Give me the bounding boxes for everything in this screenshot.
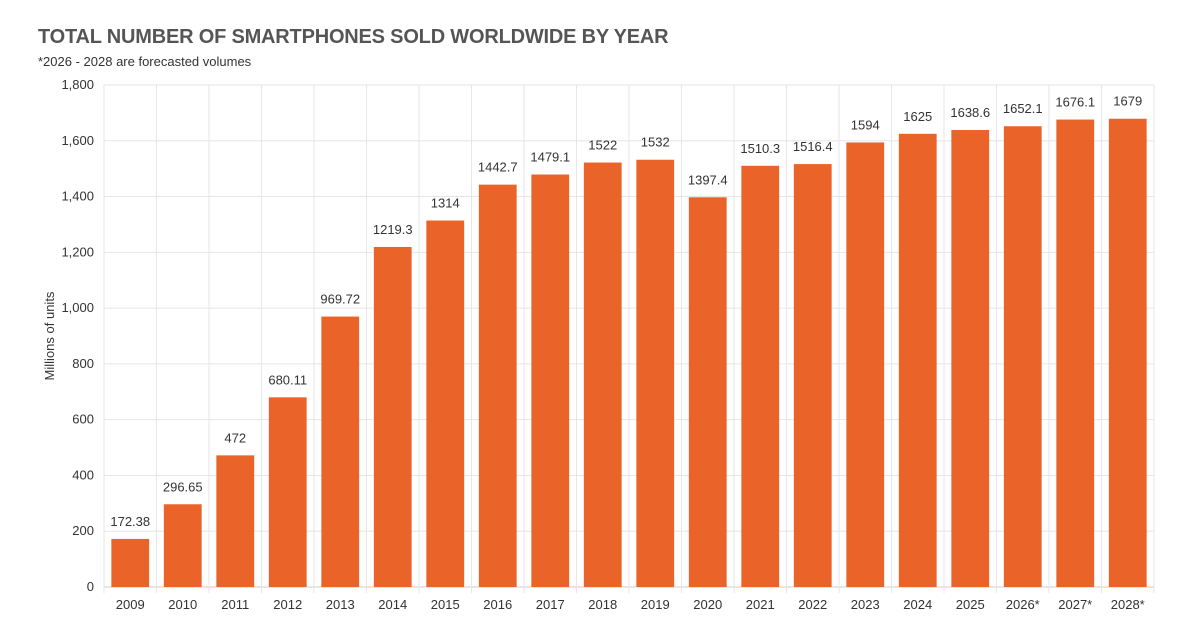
bar <box>163 504 202 587</box>
bar <box>478 184 517 587</box>
y-tick-label: 0 <box>87 579 94 594</box>
x-tick-label: 2018 <box>588 597 617 612</box>
data-label: 1652.1 <box>1003 101 1043 116</box>
bar <box>1003 126 1042 587</box>
bar <box>373 246 412 587</box>
chart-subtitle: *2026 - 2028 are forecasted volumes <box>38 54 252 69</box>
data-label: 1516.4 <box>793 139 833 154</box>
grid-lines <box>103 84 1155 593</box>
bar <box>1108 118 1147 588</box>
bar <box>898 133 937 588</box>
x-tick-label: 2017 <box>536 597 565 612</box>
bar <box>426 220 465 588</box>
bar <box>531 174 570 588</box>
bar <box>846 142 885 587</box>
x-tick-label: 2009 <box>116 597 145 612</box>
x-axis-ticks: 2009 2010 2011 2012 2013 2014 2015 2016 2017 2018… <box>116 597 1145 612</box>
data-labels: 172.38 296.65 472 680.11 969.72 1219.3 1314 144… <box>110 94 1142 529</box>
x-tick-label: 2025 <box>956 597 985 612</box>
data-label: 1219.3 <box>373 222 413 237</box>
y-tick-label: 600 <box>72 412 94 427</box>
x-tick-label: 2016 <box>483 597 512 612</box>
bar <box>321 316 360 587</box>
data-label: 1625 <box>903 109 932 124</box>
bars <box>111 118 1147 588</box>
x-tick-label: 2026* <box>1006 597 1040 612</box>
data-label: 1532 <box>641 135 670 150</box>
data-label: 1510.3 <box>740 141 780 156</box>
x-tick-label: 2023 <box>851 597 880 612</box>
y-tick-label: 1,400 <box>61 189 94 204</box>
x-tick-label: 2022 <box>798 597 827 612</box>
data-label: 1594 <box>851 117 880 132</box>
data-label: 1314 <box>431 196 460 211</box>
y-tick-label: 1,800 <box>61 77 94 92</box>
x-tick-label: 2027* <box>1058 597 1092 612</box>
data-label: 1676.1 <box>1055 95 1095 110</box>
y-axis-label: Millions of units <box>42 291 57 380</box>
x-tick-label: 2010 <box>168 597 197 612</box>
bar <box>951 130 990 587</box>
bar <box>741 165 780 587</box>
data-label: 969.72 <box>320 292 360 307</box>
bar <box>793 164 832 587</box>
bar <box>216 455 255 587</box>
data-label: 680.11 <box>268 372 307 387</box>
bar <box>636 159 675 587</box>
chart-title: TOTAL NUMBER OF SMARTPHONES SOLD WORLDWI… <box>38 26 669 48</box>
y-tick-label: 1,000 <box>61 300 94 315</box>
x-tick-label: 2019 <box>641 597 670 612</box>
x-tick-label: 2015 <box>431 597 460 612</box>
data-label: 1479.1 <box>530 149 570 164</box>
data-label: 472 <box>224 430 246 445</box>
data-label: 1522 <box>588 138 617 153</box>
x-tick-label: 2028* <box>1111 597 1145 612</box>
x-tick-label: 2020 <box>693 597 722 612</box>
bar <box>1056 119 1095 588</box>
data-label: 1638.6 <box>950 105 990 120</box>
x-tick-label: 2021 <box>746 597 775 612</box>
data-label: 1679 <box>1113 94 1142 109</box>
data-label: 172.38 <box>110 514 150 529</box>
data-label: 296.65 <box>163 479 203 494</box>
bar <box>111 538 150 587</box>
data-label: 1442.7 <box>478 160 518 175</box>
x-tick-label: 2013 <box>326 597 355 612</box>
data-label: 1397.4 <box>688 172 728 187</box>
y-axis-ticks: 0 200 400 600 800 1,000 1,200 1,400 1,600 1,800 <box>61 77 94 594</box>
bar <box>583 162 622 587</box>
y-tick-label: 200 <box>72 523 94 538</box>
bar <box>688 197 727 587</box>
y-tick-label: 1,600 <box>61 133 94 148</box>
x-tick-label: 2024 <box>903 597 932 612</box>
y-tick-label: 1,200 <box>61 244 94 259</box>
x-tick-label: 2014 <box>378 597 407 612</box>
y-tick-label: 800 <box>72 356 94 371</box>
x-tick-label: 2012 <box>273 597 302 612</box>
x-tick-label: 2011 <box>221 597 249 612</box>
y-tick-label: 400 <box>72 467 94 482</box>
bar <box>268 397 307 587</box>
